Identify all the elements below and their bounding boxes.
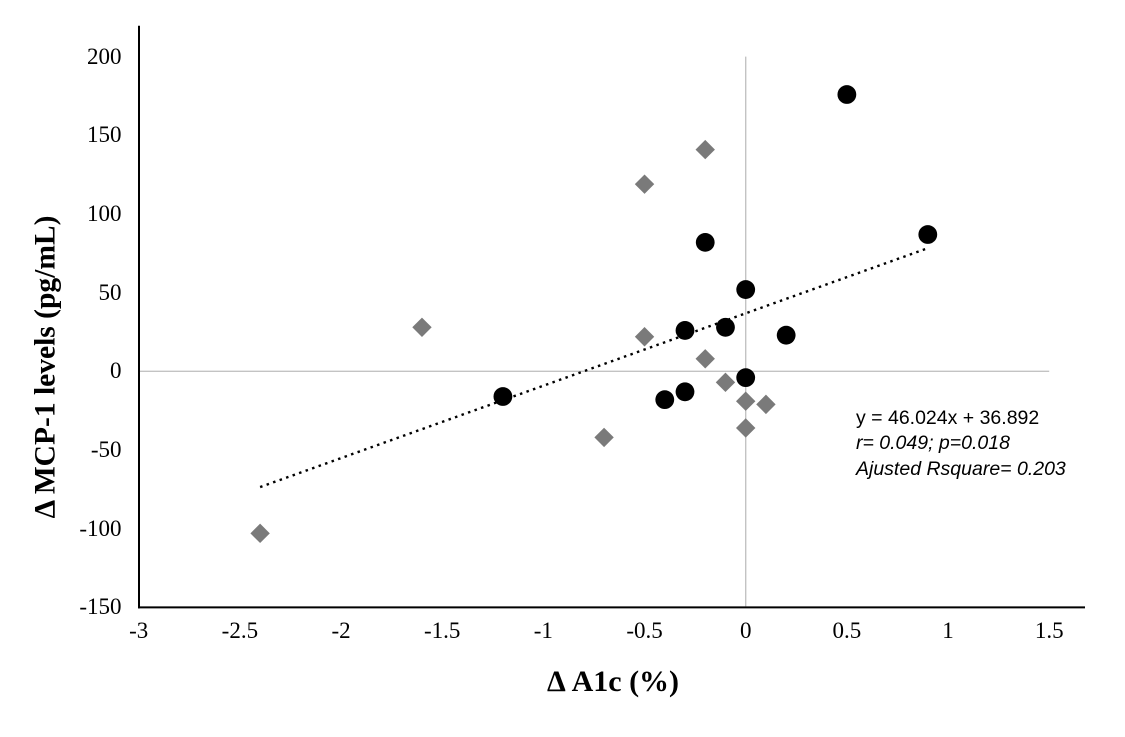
data-point-circle [736,280,756,299]
data-point-circle [655,390,675,410]
regression-adjusted-rsquare: Ajusted Rsquare= 0.203 [856,457,1066,480]
x-tick-label: 1.5 [1034,617,1064,643]
data-point-diamond [756,394,776,415]
data-point-circle [776,325,796,345]
x-tick-label: -1.5 [423,617,461,643]
regression-annotation: y = 46.024x + 36.892 r= 0.049; p=0.018 A… [856,406,1066,482]
data-point-circle [918,225,938,244]
data-point-circle [675,321,695,340]
data-point-circle [736,368,756,388]
y-axis-title: Δ MCP-1 levels (pg/mL) [29,215,62,518]
y-tick-label: 100 [87,201,122,227]
y-tick-label: 0 [110,358,122,384]
data-point-diamond [736,391,756,411]
y-tick-label: 150 [87,122,122,148]
data-point-circle [675,382,695,402]
trendline-dotted [259,247,929,489]
x-tick-label: -3 [129,617,149,643]
y-tick-label: -100 [79,515,122,541]
x-tick-label: 0 [739,617,752,643]
x-axis-title: Δ A1c (%) [546,665,680,698]
data-point-diamond [634,174,655,194]
data-point-circle [716,317,735,337]
y-tick-label: -50 [90,436,122,462]
y-tick-label: -150 [79,594,122,620]
x-tick-label: -0.5 [626,617,663,643]
x-tick-label: 1 [942,617,954,643]
y-tick-label: 200 [87,43,122,69]
data-point-diamond [695,139,715,160]
x-tick-label: -1 [533,617,553,643]
data-point-diamond [695,349,715,369]
regression-equation: y = 46.024x + 36.892 [856,407,1040,429]
data-point-diamond [250,523,270,544]
data-point-diamond [736,418,756,438]
data-point-circle [695,232,715,252]
x-tick-label: -2 [331,617,351,643]
data-point-circle [837,85,857,104]
data-point-diamond [412,317,432,338]
x-tick-label: -2.5 [221,617,259,643]
x-tick-label: 0.5 [832,617,862,643]
data-point-diamond [594,427,614,448]
data-point-diamond [634,327,655,347]
data-point-circle [493,387,513,406]
regression-r-p: r= 0.049; p=0.018 [856,432,1010,455]
data-point-diamond [715,372,736,393]
y-tick-label: 50 [98,279,122,305]
